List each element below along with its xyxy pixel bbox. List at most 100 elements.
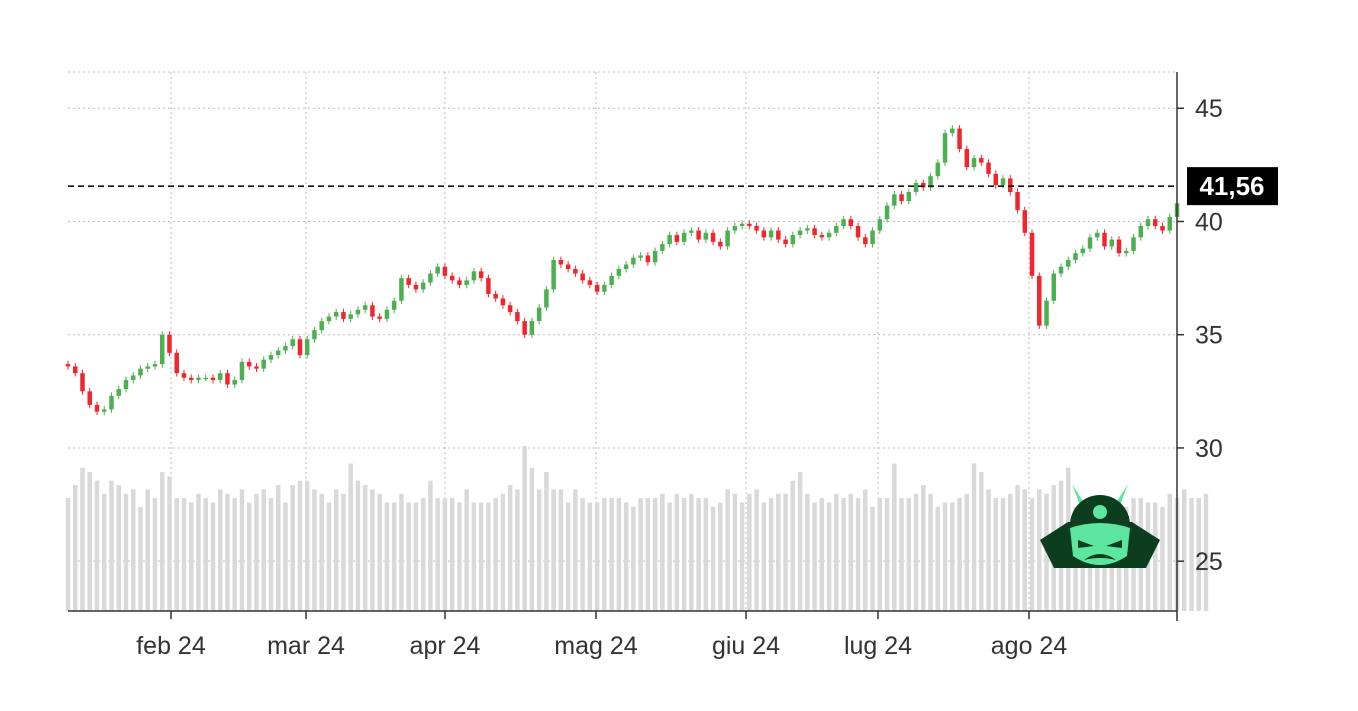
- volume-bar: [138, 506, 143, 611]
- volume-bar: [355, 480, 361, 611]
- candle-up: [275, 350, 281, 356]
- volume-bar: [979, 472, 984, 611]
- candle-down: [1015, 192, 1020, 211]
- candle-up: [420, 282, 426, 290]
- candle-down: [855, 226, 861, 238]
- volume-bar: [921, 485, 926, 611]
- candle-up: [732, 226, 738, 231]
- volume-bar: [1182, 489, 1187, 611]
- volume-bar: [602, 498, 607, 611]
- volume-bar: [1167, 493, 1172, 611]
- volume-bar: [790, 480, 796, 611]
- candle-up: [203, 377, 208, 380]
- candle-down: [1037, 275, 1042, 326]
- candle-up: [652, 250, 658, 263]
- candle-up: [239, 361, 245, 380]
- candle-up: [290, 339, 295, 347]
- candle-up: [935, 162, 941, 177]
- x-tick-label: ago 24: [991, 632, 1068, 660]
- helmet-eye-right: [1106, 540, 1122, 548]
- volume-bar: [652, 498, 658, 611]
- volume-bar: [696, 498, 701, 611]
- volume-bar: [515, 489, 520, 611]
- candle-up: [602, 284, 607, 292]
- candle-down: [812, 228, 817, 236]
- volume-bar: [181, 498, 187, 611]
- candle-up: [536, 307, 542, 322]
- candle-down: [1008, 178, 1013, 193]
- candle-up: [428, 273, 433, 283]
- candle-down: [73, 366, 78, 374]
- candle-up: [667, 235, 672, 245]
- candle-down: [863, 237, 868, 245]
- x-tick-label: lug 24: [844, 632, 912, 660]
- volume-bar: [65, 498, 71, 611]
- volume-bar: [667, 502, 672, 611]
- candle-up: [399, 278, 404, 301]
- candle-up: [130, 375, 136, 380]
- volume-bar: [747, 493, 752, 611]
- candle-up: [109, 395, 114, 410]
- volume-bar: [145, 489, 150, 611]
- candle-down: [478, 271, 484, 279]
- volume-bar: [841, 498, 846, 611]
- candle-up: [326, 316, 332, 322]
- volume-bar: [884, 498, 890, 611]
- candle-up: [928, 176, 933, 188]
- y-tick-label: 35: [1195, 322, 1223, 350]
- volume-bar: [689, 493, 694, 611]
- volume-bar: [536, 489, 542, 611]
- volume-bar: [971, 463, 977, 611]
- candle-down: [94, 404, 100, 412]
- volume-bar: [399, 493, 404, 611]
- volume-bar: [261, 489, 266, 611]
- volume-bar: [544, 472, 549, 611]
- candle-up: [623, 264, 629, 270]
- candle-down: [696, 230, 701, 240]
- candle-up: [355, 309, 361, 315]
- volume-bar: [471, 502, 477, 611]
- candle-up: [319, 321, 324, 331]
- candle-down: [174, 352, 179, 374]
- candle-up: [1058, 266, 1064, 274]
- volume-bar: [558, 489, 564, 611]
- volume-bar: [101, 493, 107, 611]
- candle-up: [892, 194, 897, 206]
- candle-up: [348, 314, 353, 319]
- volume-bar: [928, 493, 933, 611]
- candle-up: [877, 219, 883, 231]
- volume-bar: [551, 489, 556, 611]
- volume-bar: [906, 498, 912, 611]
- candle-up: [529, 321, 535, 335]
- candle-up: [1073, 253, 1078, 260]
- volume-bar: [275, 485, 281, 611]
- candle-up: [638, 255, 643, 258]
- volume-bar: [1196, 498, 1201, 611]
- candle-down: [783, 239, 788, 245]
- volume-bar: [232, 498, 237, 611]
- candle-down: [1153, 219, 1158, 226]
- volume-bar: [522, 446, 527, 611]
- candle-up: [1080, 248, 1086, 254]
- candle-down: [515, 312, 520, 322]
- volume-bar: [210, 502, 216, 611]
- volume-bar: [188, 502, 194, 611]
- candle-up: [123, 380, 129, 390]
- candle-down: [993, 173, 999, 186]
- candle-up: [703, 232, 709, 240]
- candle-up: [116, 389, 121, 396]
- volume-bar: [638, 498, 643, 611]
- candle-down: [594, 284, 600, 292]
- volume-bar: [370, 489, 375, 611]
- volume-bar: [297, 480, 303, 611]
- volume-bar: [377, 493, 382, 611]
- volume-bar: [616, 498, 622, 611]
- volume-bar: [413, 502, 419, 611]
- candle-up: [152, 364, 158, 367]
- volume-bar: [986, 489, 991, 611]
- volume-bar: [152, 498, 158, 611]
- volume-bar: [761, 502, 767, 611]
- volume-bar: [805, 493, 810, 611]
- volume-bar: [500, 493, 506, 611]
- candle-down: [587, 280, 593, 285]
